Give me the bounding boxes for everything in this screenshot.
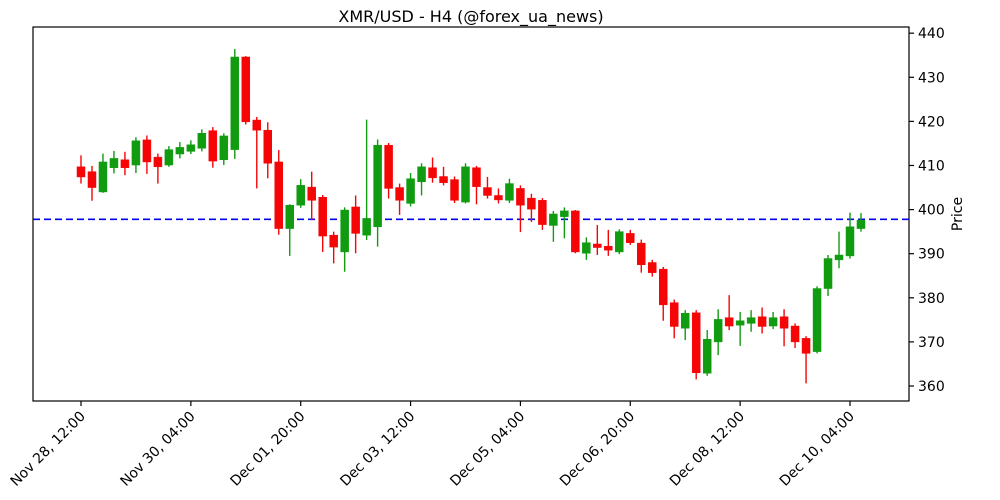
y-tick-label: 440 xyxy=(918,26,945,42)
y-tick-label: 390 xyxy=(918,247,945,263)
candle-body-up xyxy=(164,149,174,166)
candle-body-down xyxy=(329,234,338,248)
candle-body-down xyxy=(527,197,536,210)
candle-body-up xyxy=(417,166,426,183)
candle-body-down xyxy=(395,187,404,201)
y-tick-label: 410 xyxy=(918,158,945,174)
candle-body-down xyxy=(691,312,701,374)
candle-body-down xyxy=(801,338,811,354)
candle-body-down xyxy=(439,176,448,183)
x-tick-label: Dec 10, 04:00 xyxy=(777,409,858,490)
candle-body-down xyxy=(724,317,734,327)
candle-body-up xyxy=(549,213,558,226)
candle-body-down xyxy=(351,206,360,234)
y-tick-label: 400 xyxy=(918,203,945,219)
candle-body-down xyxy=(142,139,152,163)
y-tick-label: 370 xyxy=(918,335,945,351)
candle-body-up xyxy=(582,242,591,254)
candle-body-up xyxy=(340,209,349,253)
x-tick-label: Dec 03, 12:00 xyxy=(337,409,418,490)
candle-body-up xyxy=(735,320,745,326)
candle-body-down xyxy=(658,268,668,306)
candle-body-down xyxy=(252,119,262,131)
x-tick-label: Nov 30, 04:00 xyxy=(117,409,198,490)
candle-body-up xyxy=(109,158,119,168)
candle-body-down xyxy=(318,196,327,237)
candle-body-up xyxy=(131,140,141,166)
candle-body-down xyxy=(516,188,525,206)
x-tick-label: Nov 28, 12:00 xyxy=(8,409,89,490)
candle-body-down xyxy=(637,242,646,265)
candle-body-down xyxy=(307,186,316,201)
candle-body-up xyxy=(856,219,866,229)
candle-body-down xyxy=(87,171,97,188)
candle-body-down xyxy=(76,166,86,178)
candle-body-up xyxy=(702,339,712,374)
y-tick-label: 380 xyxy=(918,291,945,307)
candle-body-down xyxy=(538,200,547,225)
candle-body-up xyxy=(834,254,844,261)
candle-body-down xyxy=(241,56,251,123)
y-tick-label: 360 xyxy=(918,379,945,395)
candle-body-down xyxy=(757,316,767,327)
candle-body-down xyxy=(604,245,613,251)
candle-body-down xyxy=(450,179,459,201)
candle-body-up xyxy=(362,218,371,236)
candle-body-down xyxy=(472,167,481,187)
candle-body-down xyxy=(120,159,130,168)
candle-body-down xyxy=(571,210,580,253)
candle-body-up xyxy=(680,312,690,329)
candle-body-up xyxy=(615,231,624,253)
y-axis-label: Price xyxy=(950,196,966,232)
candle-body-up xyxy=(406,178,415,204)
candle-body-down xyxy=(384,144,393,189)
candle-body-up xyxy=(768,317,778,327)
candle-body-up xyxy=(845,226,855,257)
candle-body-up xyxy=(219,135,229,161)
candle-body-down xyxy=(648,262,657,273)
candle-body-down xyxy=(263,129,273,164)
candle-body-down xyxy=(428,167,437,179)
y-tick-label: 420 xyxy=(918,114,945,130)
x-tick-label: Dec 06, 20:00 xyxy=(557,409,638,490)
candle-body-down xyxy=(208,130,218,162)
candle-body-up xyxy=(505,183,514,201)
x-tick-label: Dec 08, 12:00 xyxy=(667,409,748,490)
candle-body-up xyxy=(823,258,833,289)
candle-body-down xyxy=(593,243,602,248)
y-tick-label: 430 xyxy=(918,70,945,86)
candle-body-up xyxy=(186,144,196,152)
candle-body-down xyxy=(790,325,800,343)
candle-body-up xyxy=(230,56,240,150)
candle-body-down xyxy=(669,302,679,327)
candle-body-up xyxy=(373,144,382,228)
candle-body-up xyxy=(713,319,723,343)
candle-body-up xyxy=(296,185,305,206)
candle-body-down xyxy=(779,316,789,329)
candle-body-down xyxy=(153,156,163,168)
candle-body-down xyxy=(494,195,503,201)
chart-title: XMR/USD - H4 (@forex_ua_news) xyxy=(338,7,604,26)
candle-body-up xyxy=(175,147,185,155)
candle-body-down xyxy=(274,161,283,229)
candle-body-down xyxy=(626,233,635,243)
x-tick-label: Dec 05, 04:00 xyxy=(447,409,528,490)
candle-body-up xyxy=(812,288,822,352)
candle-body-down xyxy=(483,187,492,196)
axes-frame xyxy=(32,26,910,402)
candle-body-up xyxy=(746,317,756,324)
candle-body-up xyxy=(285,204,294,229)
x-tick-label: Dec 01, 20:00 xyxy=(228,409,309,490)
candle-body-up xyxy=(197,133,207,149)
candle-body-up xyxy=(560,210,569,217)
candle-body-up xyxy=(98,161,108,193)
candle-body-up xyxy=(461,166,470,203)
